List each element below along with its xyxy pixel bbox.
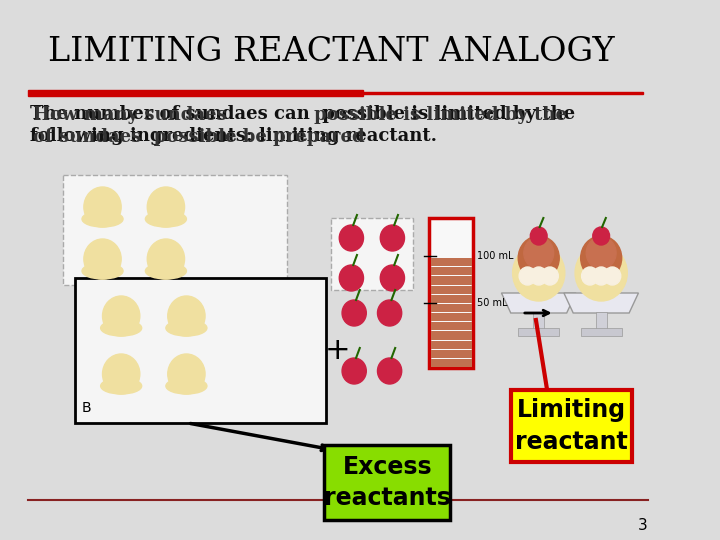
Text: following ingredients: limiting reactant.: following ingredients: limiting reactant…: [30, 127, 437, 145]
Bar: [431, 258, 472, 266]
Circle shape: [531, 267, 547, 285]
Circle shape: [342, 358, 366, 384]
Circle shape: [380, 265, 405, 291]
Bar: [518, 328, 559, 336]
Circle shape: [575, 245, 627, 301]
Bar: [431, 322, 472, 330]
Bar: [431, 286, 472, 294]
Circle shape: [339, 225, 364, 251]
Circle shape: [84, 239, 121, 279]
Bar: [28, 90, 364, 96]
Bar: [595, 312, 607, 330]
Text: 100 mL: 100 mL: [477, 251, 513, 261]
Circle shape: [377, 300, 402, 326]
Circle shape: [168, 296, 205, 336]
Bar: [428, 218, 474, 368]
Text: How many sundaes              possible is limited by the: How many sundaes possible is limited by …: [32, 106, 567, 124]
Text: Limiting
reactant: Limiting reactant: [515, 398, 628, 454]
Bar: [75, 278, 326, 423]
Text: The number of sundaes can  possible is limited by the: The number of sundaes can possible is li…: [30, 105, 575, 123]
Circle shape: [102, 296, 140, 336]
Bar: [431, 276, 472, 285]
Bar: [580, 328, 621, 336]
Circle shape: [604, 267, 621, 285]
Bar: [324, 445, 450, 520]
Circle shape: [541, 267, 558, 285]
Bar: [431, 341, 472, 349]
Circle shape: [582, 267, 598, 285]
Circle shape: [593, 227, 610, 245]
Polygon shape: [564, 293, 639, 313]
Circle shape: [586, 237, 616, 269]
Bar: [431, 332, 472, 340]
Circle shape: [377, 358, 402, 384]
Circle shape: [519, 267, 536, 285]
Bar: [431, 304, 472, 312]
Circle shape: [148, 187, 184, 227]
Circle shape: [580, 236, 621, 280]
Circle shape: [513, 245, 564, 301]
Text: Excess
reactants: Excess reactants: [324, 455, 451, 510]
Ellipse shape: [145, 211, 186, 227]
Ellipse shape: [101, 378, 142, 394]
Text: B: B: [82, 401, 91, 415]
Bar: [63, 175, 287, 285]
Text: +: +: [325, 336, 350, 365]
Ellipse shape: [82, 211, 123, 227]
Circle shape: [380, 225, 405, 251]
Circle shape: [531, 227, 547, 245]
Ellipse shape: [166, 320, 207, 336]
Circle shape: [524, 237, 554, 269]
Bar: [364, 92, 643, 94]
Text: LIMITING REACTANT ANALOGY: LIMITING REACTANT ANALOGY: [48, 36, 615, 68]
Text: 3: 3: [638, 518, 648, 533]
Bar: [431, 295, 472, 303]
Circle shape: [102, 354, 140, 394]
Circle shape: [168, 354, 205, 394]
Bar: [331, 218, 413, 290]
Ellipse shape: [166, 378, 207, 394]
Bar: [431, 359, 472, 367]
Bar: [431, 350, 472, 358]
Ellipse shape: [145, 263, 186, 279]
Circle shape: [339, 265, 364, 291]
Ellipse shape: [82, 263, 123, 279]
Text: of sundaes  possible be prepared: of sundaes possible be prepared: [32, 128, 364, 146]
Circle shape: [593, 267, 610, 285]
Bar: [533, 312, 544, 330]
Circle shape: [148, 239, 184, 279]
Bar: [431, 267, 472, 275]
Ellipse shape: [101, 320, 142, 336]
Circle shape: [518, 236, 559, 280]
Polygon shape: [501, 293, 576, 313]
Text: 50 mL: 50 mL: [477, 298, 508, 308]
Bar: [510, 390, 632, 462]
Bar: [431, 313, 472, 321]
Circle shape: [84, 187, 121, 227]
Circle shape: [342, 300, 366, 326]
